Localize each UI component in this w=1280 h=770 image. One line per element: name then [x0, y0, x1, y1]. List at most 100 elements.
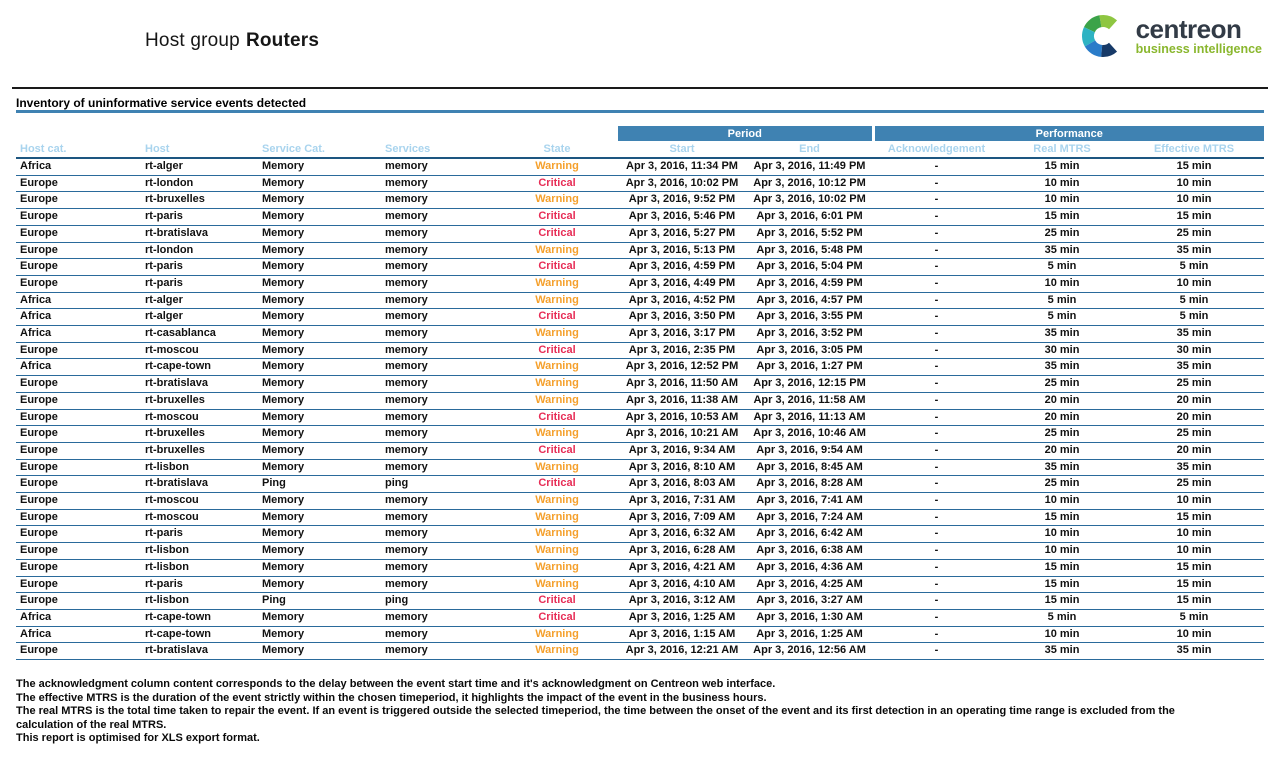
table-cell: -	[873, 475, 1001, 494]
table-cell: -	[873, 208, 1001, 226]
table-cell: Europe	[16, 258, 141, 276]
table-cell: Memory	[258, 258, 381, 276]
column-header: Service Cat.	[258, 141, 381, 159]
table-row: Europe rt-lisbon Memory memory Warning Apr 3,…	[16, 559, 1265, 577]
table-cell: 20 min	[1000, 442, 1125, 460]
table-cell: Apr 3, 2016, 3:17 PM	[618, 325, 746, 343]
table-cell: 35 min	[1000, 358, 1125, 377]
table-cell: memory	[381, 442, 496, 460]
table-cell: Apr 3, 2016, 4:52 PM	[618, 292, 746, 310]
table-cell: 15 min	[1000, 208, 1125, 226]
table-row: Africa rt-cape-town Memory memory Warning Apr…	[16, 626, 1265, 644]
table-cell: Memory	[258, 158, 381, 176]
table-row: Europe rt-moscou Memory memory Warning Apr 3,…	[16, 509, 1265, 527]
group-header-performance: Performance	[871, 126, 1265, 141]
table-cell: Memory	[258, 559, 381, 577]
state-cell: Warning	[496, 358, 618, 377]
state-cell: Critical	[496, 342, 618, 360]
table-cell: -	[873, 592, 1001, 610]
table-cell: Europe	[16, 208, 141, 226]
column-header: Real MTRS	[1000, 141, 1125, 159]
table-cell: Europe	[16, 442, 141, 460]
table-cell: -	[873, 242, 1001, 260]
table-cell: Apr 3, 2016, 12:21 AM	[618, 642, 746, 661]
table-cell: Ping	[258, 475, 381, 494]
host-group-label: Host group	[145, 30, 240, 51]
table-cell: Apr 3, 2016, 7:31 AM	[618, 492, 746, 510]
group-header-spacer	[16, 126, 618, 141]
state-cell: Warning	[496, 375, 618, 393]
table-cell: Apr 3, 2016, 3:50 PM	[618, 308, 746, 327]
table-cell: Apr 3, 2016, 7:24 AM	[746, 509, 874, 527]
column-header: Services	[381, 141, 496, 159]
table-cell: rt-lisbon	[141, 559, 258, 577]
table-cell: Apr 3, 2016, 10:02 PM	[618, 175, 746, 193]
table-cell: Apr 3, 2016, 3:52 PM	[746, 325, 874, 343]
table-cell: Apr 3, 2016, 1:15 AM	[618, 626, 746, 644]
table-cell: Memory	[258, 459, 381, 477]
note-line: This report is optimised for XLS export …	[16, 732, 260, 745]
table-cell: Apr 3, 2016, 4:49 PM	[618, 275, 746, 293]
table-cell: rt-paris	[141, 208, 258, 226]
table-cell: rt-lisbon	[141, 542, 258, 560]
table-cell: Memory	[258, 642, 381, 661]
table-cell: -	[873, 626, 1001, 644]
table-cell: Apr 3, 2016, 3:55 PM	[746, 308, 874, 327]
state-cell: Critical	[496, 208, 618, 226]
state-cell: Warning	[496, 492, 618, 510]
table-cell: memory	[381, 308, 496, 327]
table-cell: rt-lisbon	[141, 592, 258, 610]
table-cell: 35 min	[1000, 459, 1125, 477]
state-cell: Critical	[496, 475, 618, 494]
table-cell: Apr 3, 2016, 5:46 PM	[618, 208, 746, 226]
table-cell: Europe	[16, 592, 141, 610]
table-cell: rt-bruxelles	[141, 191, 258, 210]
table-cell: Apr 3, 2016, 10:12 PM	[746, 175, 874, 193]
table-cell: Memory	[258, 191, 381, 210]
table-row: Europe rt-moscou Memory memory Critical Apr 3…	[16, 342, 1265, 360]
table-row: Europe rt-moscou Memory memory Critical Apr 3…	[16, 409, 1265, 427]
table-cell: rt-bratislava	[141, 375, 258, 393]
table-cell: 35 min	[1124, 242, 1265, 260]
table-cell: -	[873, 342, 1001, 360]
table-row: Europe rt-bratislava Ping ping Critical Apr 3…	[16, 475, 1265, 494]
table-cell: rt-alger	[141, 308, 258, 327]
header-divider	[12, 87, 1268, 89]
table-cell: -	[873, 358, 1001, 377]
table-cell: 10 min	[1000, 275, 1125, 293]
table-cell: Apr 3, 2016, 1:25 AM	[618, 609, 746, 627]
table-cell: rt-paris	[141, 576, 258, 594]
state-cell: Warning	[496, 576, 618, 594]
table-cell: Apr 3, 2016, 12:15 PM	[746, 375, 874, 393]
table-cell: memory	[381, 292, 496, 310]
table-row: Europe rt-paris Memory memory Warning Apr 3, …	[16, 525, 1265, 544]
table-cell: memory	[381, 392, 496, 410]
table-cell: 25 min	[1000, 425, 1125, 443]
table-cell: Apr 3, 2016, 11:49 PM	[746, 158, 874, 176]
table-cell: 10 min	[1124, 542, 1265, 560]
state-cell: Critical	[496, 592, 618, 610]
state-cell: Critical	[496, 409, 618, 427]
table-cell: Apr 3, 2016, 10:53 AM	[618, 409, 746, 427]
table-cell: 15 min	[1124, 509, 1265, 527]
table-cell: 20 min	[1124, 392, 1265, 410]
table-cell: rt-paris	[141, 525, 258, 544]
table-cell: 35 min	[1124, 642, 1265, 661]
table-cell: Apr 3, 2016, 8:28 AM	[746, 475, 874, 494]
table-row: Europe rt-bruxelles Memory memory Warning Apr…	[16, 191, 1265, 210]
table-cell: rt-paris	[141, 258, 258, 276]
table-cell: rt-london	[141, 242, 258, 260]
table-cell: Africa	[16, 358, 141, 377]
column-header: Acknowledgement	[873, 141, 1001, 159]
state-cell: Critical	[496, 609, 618, 627]
table-cell: Apr 3, 2016, 4:25 AM	[746, 576, 874, 594]
table-cell: -	[873, 175, 1001, 193]
table-cell: ping	[381, 592, 496, 610]
table-cell: rt-bratislava	[141, 475, 258, 494]
table-cell: Apr 3, 2016, 5:27 PM	[618, 225, 746, 243]
table-cell: Europe	[16, 459, 141, 477]
state-cell: Warning	[496, 542, 618, 560]
table-cell: -	[873, 525, 1001, 544]
table-cell: 20 min	[1124, 442, 1265, 460]
